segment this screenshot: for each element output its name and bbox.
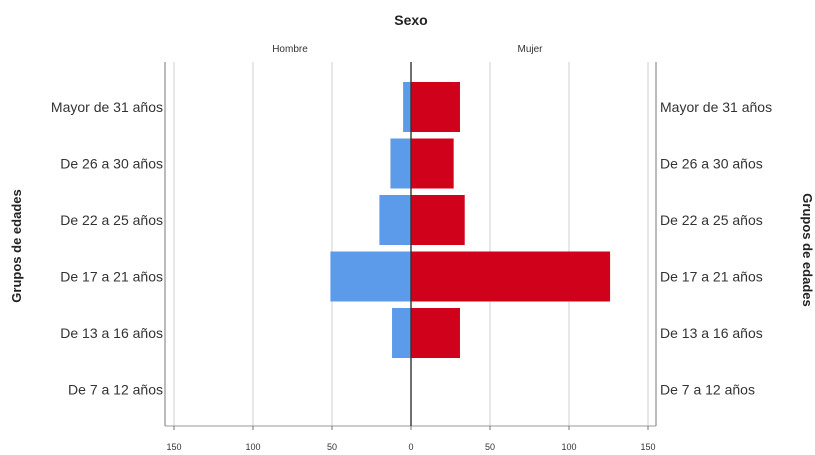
category-label-right: De 13 a 16 años bbox=[660, 325, 763, 341]
bar-mujer bbox=[411, 82, 460, 132]
bar-hombre bbox=[390, 138, 411, 189]
category-label-left: De 17 a 21 años bbox=[60, 269, 163, 285]
y-axis-title-left: Grupos de edades bbox=[9, 189, 24, 302]
tick-label: 100 bbox=[245, 442, 260, 452]
bar-hombre bbox=[403, 82, 411, 132]
category-label-left: De 26 a 30 años bbox=[60, 156, 163, 172]
category-label-right: De 26 a 30 años bbox=[660, 156, 763, 172]
bar-mujer bbox=[411, 308, 460, 358]
chart-title: Sexo bbox=[394, 12, 427, 28]
tick-label: 50 bbox=[327, 442, 337, 452]
category-labels-right: Mayor de 31 años De 26 a 30 años De 22 a 2… bbox=[660, 99, 772, 398]
panel-label-hombre: Hombre bbox=[272, 44, 308, 55]
tick-label: 150 bbox=[166, 442, 181, 452]
bar-mujer bbox=[411, 195, 465, 245]
panel-label-mujer: Mujer bbox=[517, 44, 543, 55]
category-label-left: De 7 a 12 años bbox=[68, 382, 163, 398]
y-axis-title-right: Grupos de edades bbox=[800, 193, 815, 306]
tick-label: 50 bbox=[485, 442, 495, 452]
bar-mujer bbox=[411, 138, 454, 189]
tick-label: 100 bbox=[561, 442, 576, 452]
tick-label: 0 bbox=[408, 442, 413, 452]
x-axis-ticks: 150 100 50 0 50 100 150 bbox=[166, 426, 656, 452]
category-label-right: Mayor de 31 años bbox=[660, 99, 772, 115]
bar-hombre bbox=[379, 195, 411, 245]
category-label-left: Mayor de 31 años bbox=[51, 99, 163, 115]
bar-hombre bbox=[392, 308, 411, 358]
bar-hombre bbox=[330, 251, 411, 302]
category-labels-left: Mayor de 31 años De 26 a 30 años De 22 a 2… bbox=[51, 99, 163, 398]
category-label-right: De 7 a 12 años bbox=[660, 382, 755, 398]
gridlines bbox=[173, 62, 649, 426]
bars bbox=[330, 82, 611, 358]
category-label-right: De 22 a 25 años bbox=[660, 212, 763, 228]
tick-label: 150 bbox=[640, 442, 655, 452]
category-label-left: De 22 a 25 años bbox=[60, 212, 163, 228]
category-label-right: De 17 a 21 años bbox=[660, 269, 763, 285]
bar-mujer bbox=[411, 251, 611, 302]
category-label-left: De 13 a 16 años bbox=[60, 325, 163, 341]
